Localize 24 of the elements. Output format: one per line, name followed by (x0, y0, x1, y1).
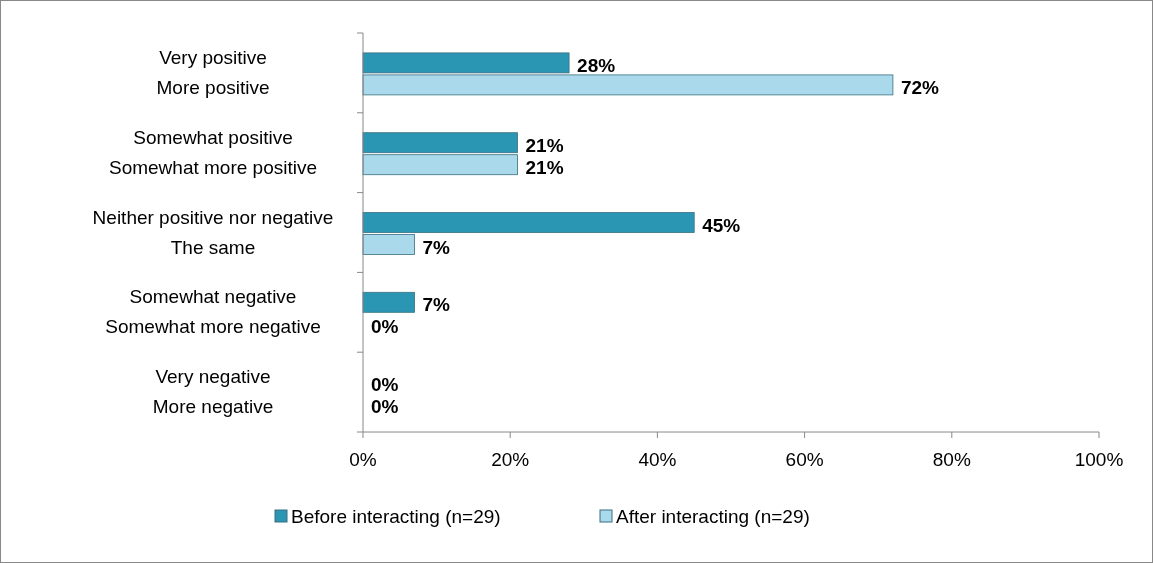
y-tick-label: Very positive More positive (156, 46, 270, 98)
legend-label: Before interacting (n=29) (291, 506, 501, 527)
legend-label: After interacting (n=29) (616, 506, 810, 527)
data-label: 28% (577, 54, 616, 76)
bar (362, 291, 415, 313)
y-tick-label: Somewhat negative Somewhat more negative (105, 286, 321, 338)
data-label: 21% (525, 134, 564, 156)
data-label: 7% (422, 294, 451, 316)
x-tick-label: 40% (638, 449, 677, 470)
data-label: 21% (525, 156, 564, 178)
x-tick-label: 0% (349, 449, 377, 470)
data-label: 0% (371, 396, 399, 418)
y-tick-label: Somewhat positive Somewhat more positive (108, 126, 318, 178)
data-label: 0% (371, 316, 399, 338)
data-label: 72% (900, 76, 940, 98)
data-label: 45% (702, 214, 741, 236)
x-tick-label: 80% (932, 449, 971, 470)
x-tick-label: 20% (491, 449, 530, 470)
y-tick-label: Very negative More negative (152, 366, 274, 418)
data-label: 7% (422, 236, 451, 258)
y-tick-label: Neither positive nor negative The same (92, 206, 334, 258)
data-label: 0% (371, 374, 399, 396)
x-tick-label: 60% (785, 449, 824, 470)
x-tick-label: 100% (1074, 449, 1124, 470)
